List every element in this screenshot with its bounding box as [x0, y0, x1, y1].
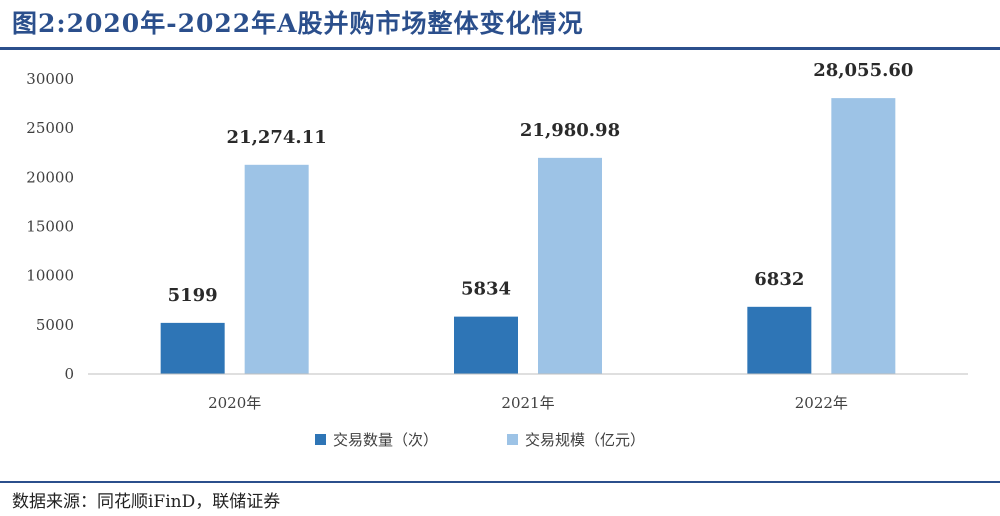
- data-label: 21,980.98: [520, 120, 620, 141]
- y-axis-ticks: 0 5000 10000 15000 20000 25000 30000: [26, 70, 74, 383]
- y-tick-label: 0: [64, 365, 74, 383]
- legend-label: 交易规模（亿元）: [525, 431, 645, 449]
- footer-divider: [0, 481, 1000, 483]
- y-tick-label: 25000: [26, 119, 74, 137]
- y-tick-label: 15000: [26, 218, 74, 236]
- x-tick-label: 2021年: [501, 394, 554, 412]
- y-tick-label: 20000: [26, 168, 74, 186]
- y-tick-label: 10000: [26, 267, 74, 285]
- data-label: 5199: [168, 285, 218, 306]
- x-tick-label: 2020年: [208, 394, 261, 412]
- x-tick-label: 2022年: [795, 394, 848, 412]
- legend-swatch: [315, 434, 326, 445]
- y-tick-label: 30000: [26, 70, 74, 88]
- bar-chart: 0 5000 10000 15000 20000 25000 30000 5199 21,27…: [26, 60, 968, 449]
- legend-label: 交易数量（次）: [333, 431, 438, 449]
- bar-deal-count: [160, 322, 225, 374]
- data-labels: 5199 21,274.11 5834 21,980.98 6832 28,055.60: [168, 60, 914, 306]
- title-divider: [0, 47, 1000, 50]
- bar-deal-count: [454, 316, 518, 374]
- legend: 交易数量（次） 交易规模（亿元）: [315, 431, 645, 449]
- bars: [160, 98, 896, 374]
- data-label: 5834: [461, 279, 511, 300]
- data-label: 6832: [754, 269, 804, 290]
- chart-title: 图2:2020年-2022年A股并购市场整体变化情况: [12, 9, 584, 38]
- legend-swatch: [507, 434, 518, 445]
- bar-deal-value: [244, 164, 309, 374]
- y-tick-label: 5000: [36, 316, 74, 334]
- data-label: 21,274.11: [227, 127, 327, 148]
- x-axis-labels: 2020年 2021年 2022年: [208, 394, 848, 412]
- source-note: 数据来源：同花顺iFinD，联储证券: [12, 492, 281, 512]
- bar-deal-value: [831, 98, 896, 374]
- data-label: 28,055.60: [813, 60, 913, 81]
- bar-deal-count: [747, 306, 812, 374]
- bar-deal-value: [538, 157, 602, 374]
